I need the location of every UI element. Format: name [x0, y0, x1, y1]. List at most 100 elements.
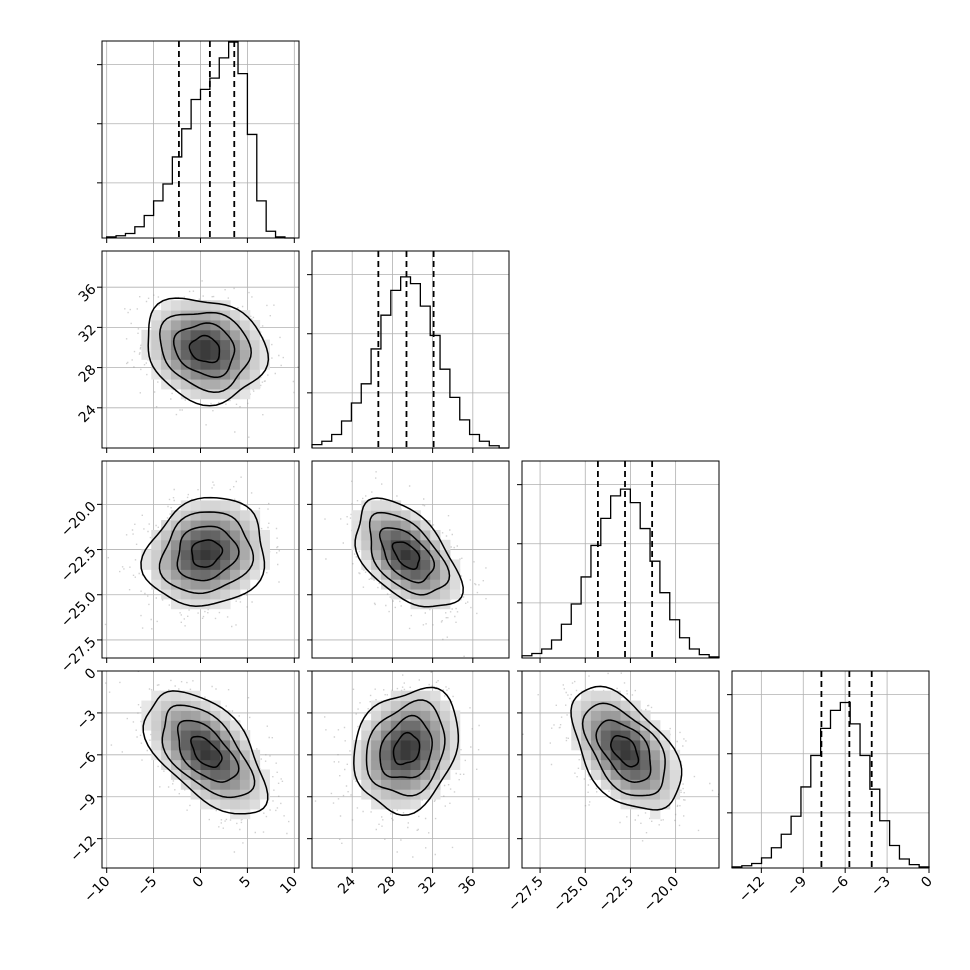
density-cell [430, 730, 441, 741]
density-cell [230, 319, 241, 331]
density-cell [390, 520, 402, 531]
density-cell [239, 379, 251, 390]
density-cell [400, 779, 411, 790]
density-cell [430, 529, 441, 541]
x-tick-label: −9 [784, 874, 810, 900]
density-cell [400, 569, 411, 580]
density-cell [200, 319, 211, 331]
density-cell [239, 539, 251, 551]
density-cell [449, 720, 461, 731]
x-tick-label: 36 [456, 873, 480, 897]
density-cell [220, 510, 231, 521]
density-cell [400, 520, 411, 531]
x-tick-label: −22.5 [596, 874, 638, 916]
density-cell [440, 759, 451, 770]
density-cell [371, 529, 382, 541]
density-cell [200, 388, 211, 400]
density-cell [659, 739, 671, 751]
density-cell [220, 349, 231, 360]
density-cell [390, 799, 402, 810]
density-cell [239, 339, 251, 350]
density-cell [371, 730, 382, 741]
density-cell [239, 369, 251, 380]
density-cell [371, 759, 382, 770]
density-cell [161, 369, 172, 380]
density-cell [200, 749, 211, 761]
density-cell [141, 349, 152, 360]
density-cell [239, 730, 251, 741]
density-cell [249, 799, 261, 810]
density-cell [141, 329, 152, 341]
density-cell [161, 579, 172, 590]
density-cell [581, 739, 592, 751]
density-cell [210, 779, 221, 790]
density-cell [239, 319, 251, 331]
density-cell [200, 598, 211, 610]
density-cell [180, 520, 192, 531]
density-cell [590, 720, 602, 731]
density-cell [239, 579, 251, 590]
y-tick-label: 32 [76, 322, 100, 346]
density-cell [361, 559, 372, 570]
density-cell [371, 739, 382, 751]
density-cell [180, 379, 192, 390]
density-cell [620, 710, 631, 721]
density-cell [161, 690, 172, 702]
density-cell [210, 339, 221, 350]
density-cell [390, 700, 402, 711]
density-cell [220, 799, 231, 810]
density-cell [390, 569, 402, 580]
density-cell [361, 739, 372, 751]
density-cell [420, 769, 431, 780]
contour-level-3 [353, 686, 460, 817]
density-cell [361, 789, 372, 800]
scatter-panel-1-3 [307, 670, 510, 873]
density-cell [620, 749, 631, 761]
density-cell [190, 769, 201, 780]
density-cell [600, 759, 612, 770]
density-cell [371, 710, 382, 721]
density-cell [449, 730, 461, 741]
density-cell [581, 690, 592, 702]
density-cell [371, 520, 382, 531]
density-cell [380, 779, 392, 790]
density-cell [650, 789, 661, 800]
density-cell [170, 759, 182, 770]
density-cell [200, 379, 211, 390]
density-cell [650, 808, 661, 820]
density-cell [190, 310, 201, 321]
density-cell [430, 690, 441, 702]
density-cell [170, 339, 182, 350]
panel-frame [311, 670, 510, 869]
density-cell [380, 759, 392, 770]
density-cell [449, 739, 461, 751]
density-cell [220, 789, 231, 800]
density-cell [220, 598, 231, 610]
density-cell [249, 520, 261, 531]
density-cell [420, 730, 431, 741]
density-cell [200, 300, 211, 311]
density-cell [650, 759, 661, 770]
density-cell [410, 700, 421, 711]
density-cell [659, 779, 671, 790]
density-cell [200, 789, 211, 800]
density-cell [220, 569, 231, 580]
density-cell [190, 779, 201, 790]
density-cell [610, 779, 621, 790]
density-cell [210, 539, 221, 551]
density-cell [659, 730, 671, 741]
density-cell [210, 510, 221, 521]
density-cell [210, 500, 221, 511]
density-cell [430, 569, 441, 580]
density-cell [170, 300, 182, 311]
density-cell [190, 539, 201, 551]
density-cell [161, 520, 172, 531]
contour-level-3 [147, 297, 270, 407]
density-cell [249, 749, 261, 761]
density-cell [210, 749, 221, 761]
density-cell [420, 779, 431, 790]
contour-level-1 [172, 322, 236, 379]
density-cell [190, 329, 201, 341]
density-cell [371, 749, 382, 761]
